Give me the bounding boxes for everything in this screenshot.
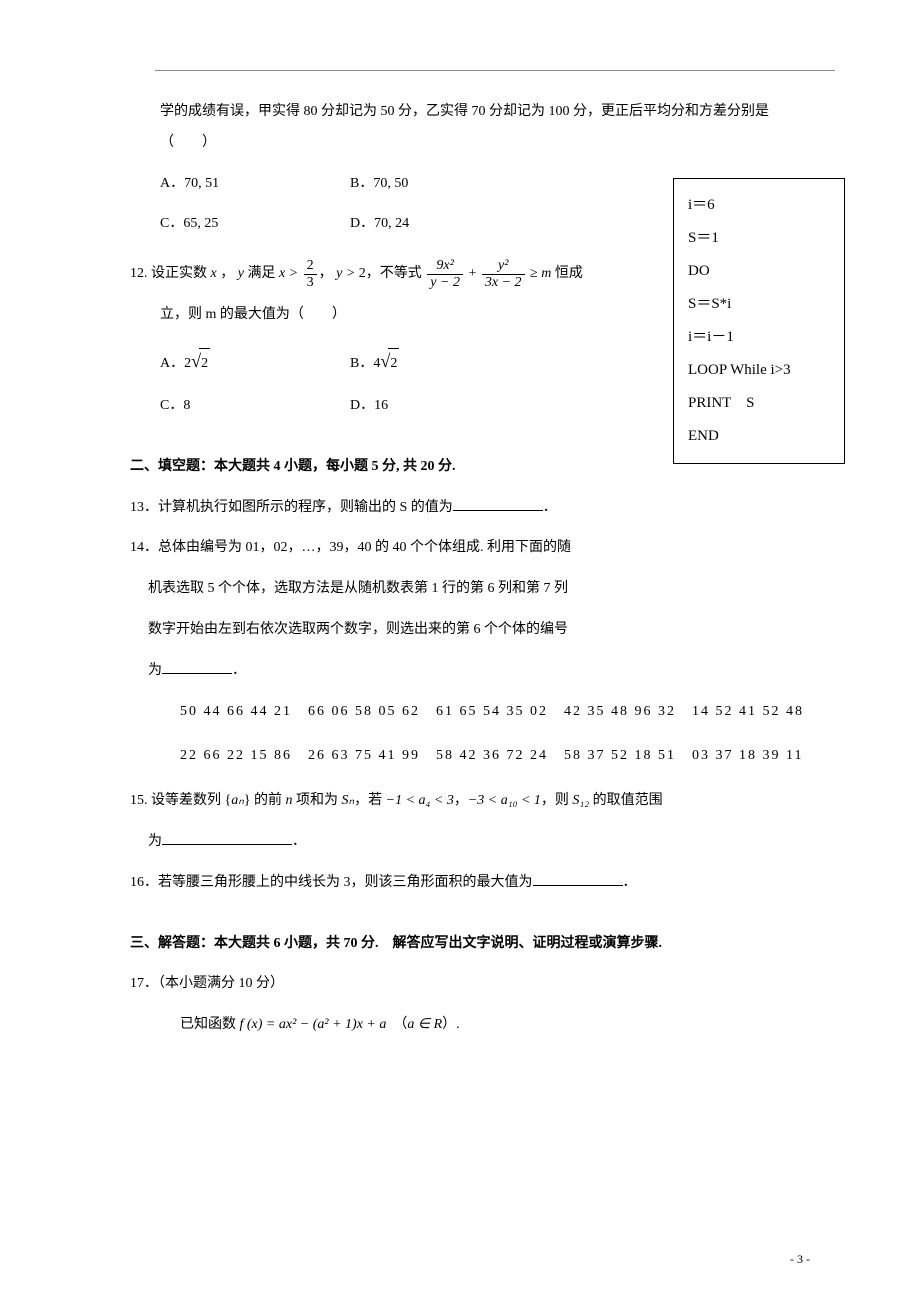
q14-random-numbers-row2: 22 66 22 15 86 26 63 75 41 99 58 42 36 7… (130, 741, 810, 772)
q12-opt-c: C．8 (160, 391, 350, 422)
q12-line1: 12. 设正实数 x ， y 满足 x > 23， y > 2，不等式 9x²y… (130, 258, 630, 290)
code-line: END (688, 420, 830, 453)
q12-opt-a: A．22 (160, 341, 350, 381)
page-header-rule (155, 70, 835, 71)
q14-l2: 机表选取 5 个个体，选取方法是从随机数表第 1 行的第 6 列和第 7 列 (130, 574, 810, 605)
q11-opt-c: C．65, 25 (160, 209, 350, 240)
q14-l3: 数字开始由左到右依次选取两个数字，则选出来的第 6 个个体的编号 (130, 615, 810, 646)
section3-heading: 三、解答题：本大题共 6 小题，共 70 分. 解答应写出文字说明、证明过程或演… (130, 929, 810, 960)
q12-opt-b: B．42 (350, 341, 540, 381)
q13-blank (453, 497, 543, 511)
page-number: - 3 - (790, 1246, 810, 1272)
code-line: i＝6 (688, 189, 830, 222)
pseudocode-box: i＝6 S＝1 DO S＝S*i i＝i－1 LOOP While i>3 PR… (673, 178, 845, 464)
q13: 13．计算机执行如图所示的程序，则输出的 S 的值为． (130, 493, 810, 524)
q16-blank (533, 872, 623, 886)
q14-l1: 14．总体由编号为 01，02，…，39，40 的 40 个个体组成. 利用下面… (130, 533, 810, 564)
code-line: i＝i－1 (688, 321, 830, 354)
q16: 16．若等腰三角形腰上的中线长为 3，则该三角形面积的最大值为． (130, 868, 810, 899)
q12-opt-d: D．16 (350, 391, 540, 422)
q11-text: 学的成绩有误，甲实得 80 分却记为 50 分，乙实得 70 分却记为 100 … (130, 97, 810, 159)
q17-body: 已知函数 f (x) = ax² − (a² + 1)x + a （a ∈ R）… (130, 1010, 810, 1041)
q15-l1: 15. 设等差数列 {aₙ} 的前 n 项和为 Sₙ，若 −1 < a₄ < 3… (130, 786, 810, 817)
q11-opt-a: A．70, 51 (160, 169, 350, 200)
code-line: PRINT S (688, 387, 830, 420)
q15-blank (162, 831, 292, 845)
code-line: DO (688, 255, 830, 288)
q11-opt-d: D．70, 24 (350, 209, 540, 240)
code-line: S＝1 (688, 222, 830, 255)
q15-l2: 为． (130, 827, 810, 858)
q14-random-numbers-row1: 50 44 66 44 21 66 06 58 05 62 61 65 54 3… (130, 697, 810, 728)
q11-opt-b: B．70, 50 (350, 169, 540, 200)
q17-head: 17．（本小题满分 10 分） (130, 969, 810, 1000)
code-line: LOOP While i>3 (688, 354, 830, 387)
q14-blank (162, 660, 232, 674)
q14-l4: 为． (130, 656, 810, 687)
code-line: S＝S*i (688, 288, 830, 321)
